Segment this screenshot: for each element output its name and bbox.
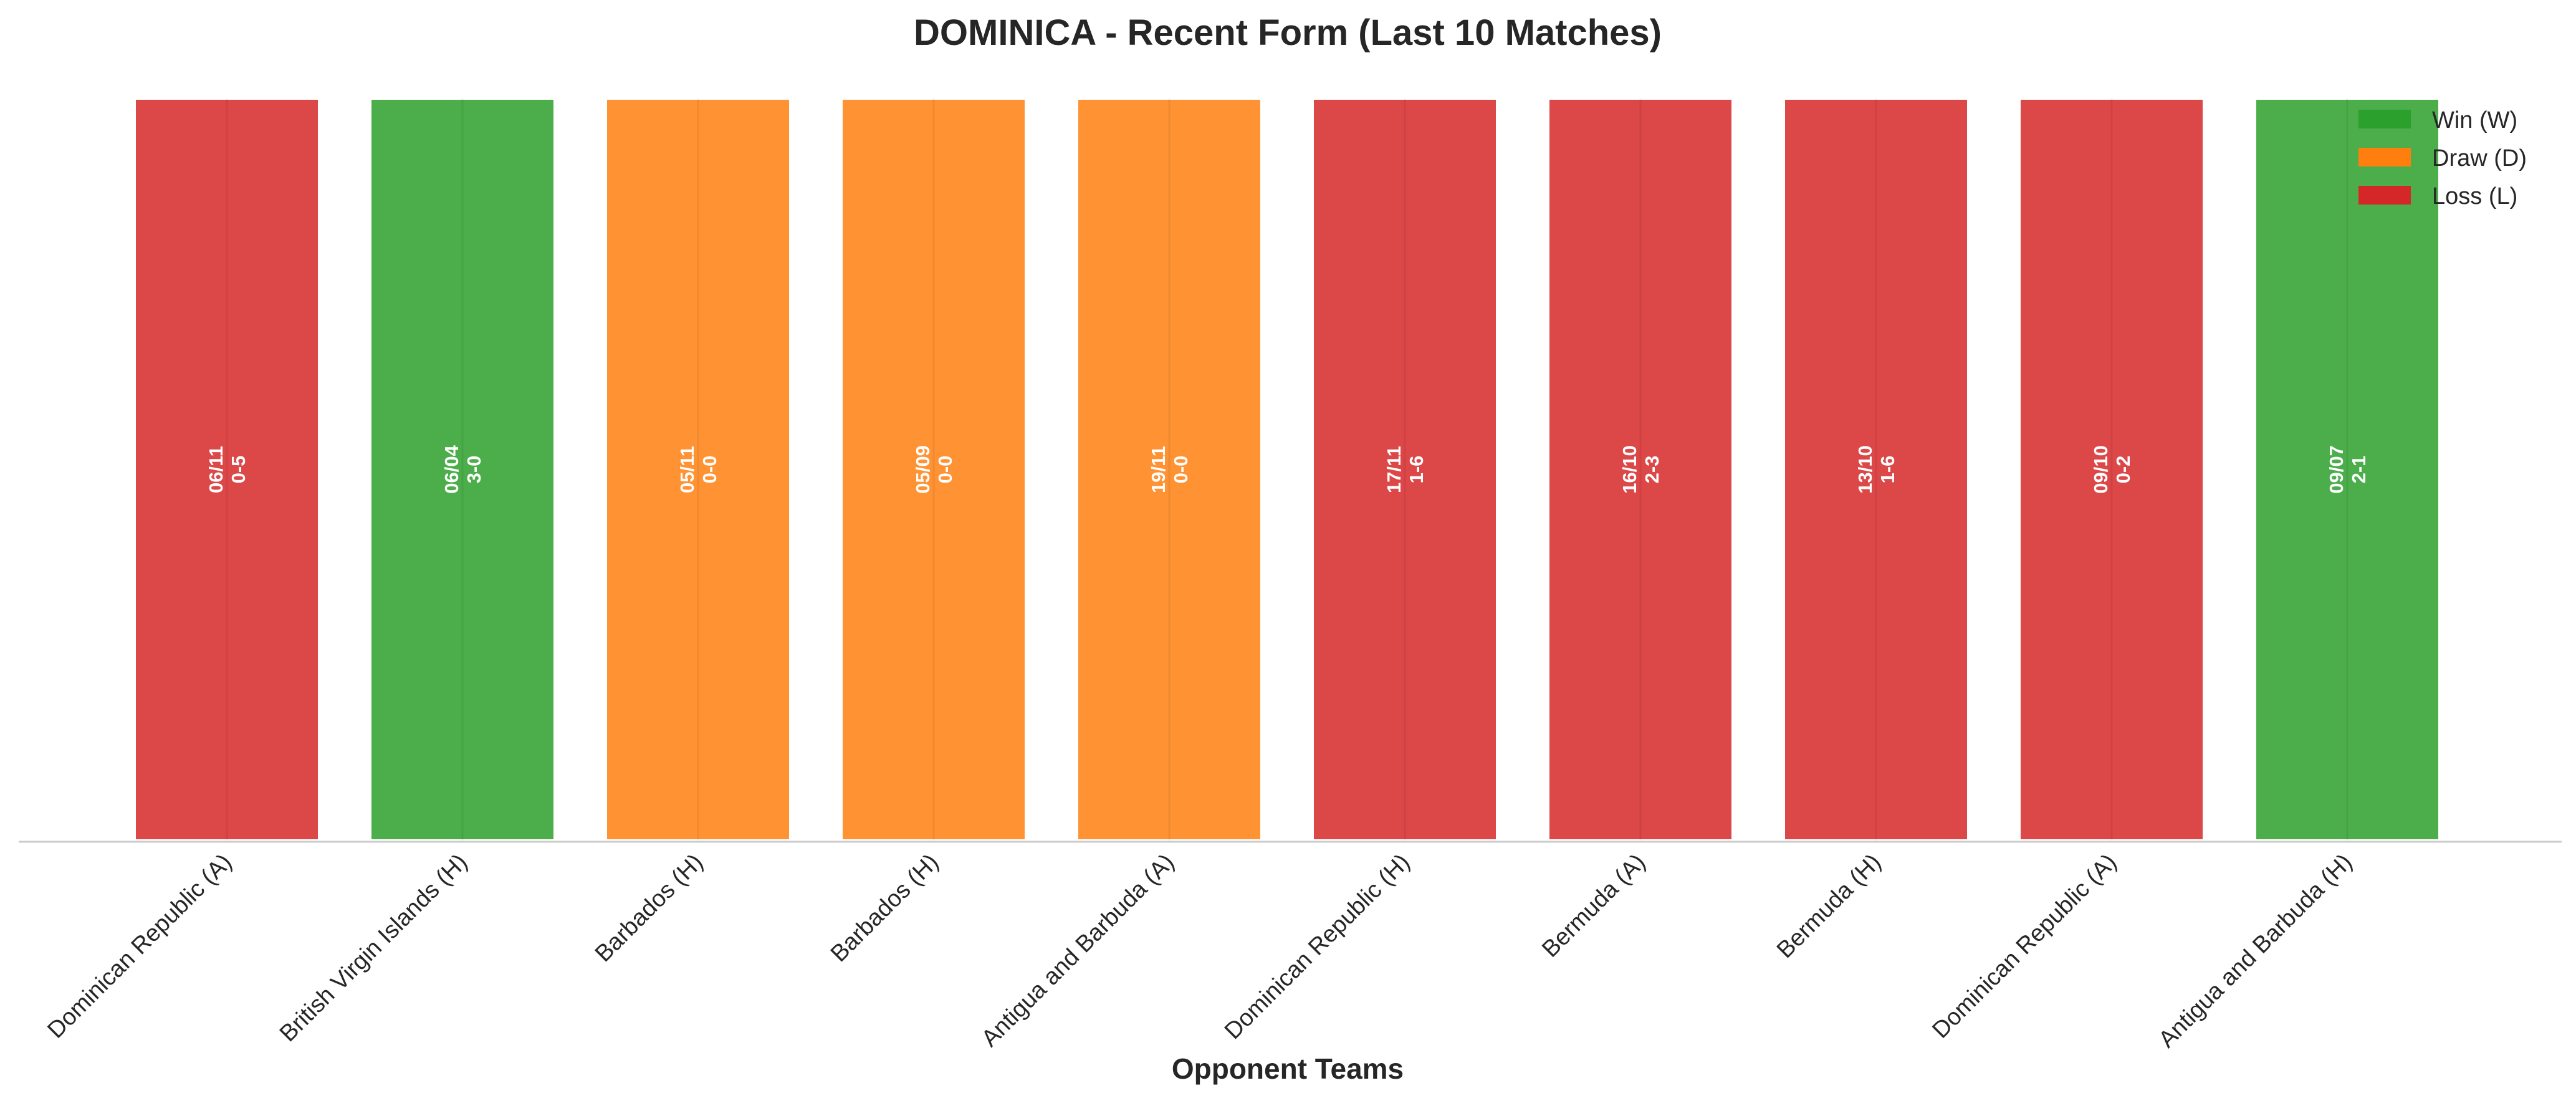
bar-label-3: 05/110-0 xyxy=(676,446,721,493)
x-tick-label-4: Barbados (H) xyxy=(826,849,944,967)
x-tick-label-8: Bermuda (H) xyxy=(1772,849,1886,963)
bar-4 xyxy=(840,97,1027,842)
x-tick-labels-group: Dominican Republic (A) British Virgin Isl… xyxy=(42,849,2357,1053)
chart-title: DOMINICA - Recent Form (Last 10 Matches) xyxy=(914,12,1662,53)
x-tick-label-5: Antigua and Barbuda (A) xyxy=(977,849,1179,1052)
bar-date-10: 09/07 xyxy=(2325,445,2347,494)
bar-6 xyxy=(1311,97,1498,842)
bar-date-3: 05/11 xyxy=(676,446,698,493)
x-tick-label-10: Antigua and Barbuda (H) xyxy=(2153,849,2357,1053)
legend-swatch-d xyxy=(2358,148,2411,166)
legend-swatch-l xyxy=(2358,186,2411,205)
bar-10 xyxy=(2254,97,2441,842)
bar-5 xyxy=(1076,97,1263,842)
bar-score-2: 3-0 xyxy=(463,456,485,484)
bar-date-4: 05/09 xyxy=(912,445,934,494)
bar-label-8: 13/101-6 xyxy=(1854,445,1898,494)
bar-date-1: 06/11 xyxy=(205,446,227,493)
x-tick-label-9: Dominican Republic (A) xyxy=(1927,849,2122,1044)
x-tick-label-3: Barbados (H) xyxy=(590,849,708,967)
bar-score-10: 2-1 xyxy=(2348,456,2370,484)
bar-date-9: 09/10 xyxy=(2090,445,2112,494)
bar-3 xyxy=(605,97,792,842)
bar-score-4: 0-0 xyxy=(934,456,956,484)
bar-score-3: 0-0 xyxy=(699,456,721,484)
x-tick-label-6: Dominican Republic (H) xyxy=(1220,849,1415,1044)
bar-score-8: 1-6 xyxy=(1877,456,1898,484)
bar-score-5: 0-0 xyxy=(1170,456,1192,484)
bar-label-5: 19/110-0 xyxy=(1147,446,1192,493)
legend-swatch-w xyxy=(2358,110,2411,128)
bar-label-9: 09/100-2 xyxy=(2090,445,2134,494)
bar-label-1: 06/110-5 xyxy=(205,446,249,493)
x-axis-label: Opponent Teams xyxy=(1172,1052,1404,1085)
x-tick-label-7: Bermuda (A) xyxy=(1537,849,1650,963)
bar-label-10: 09/072-1 xyxy=(2325,445,2370,494)
bar-date-8: 13/10 xyxy=(1854,445,1876,494)
bar-score-9: 0-2 xyxy=(2112,456,2134,484)
bar-1 xyxy=(133,97,320,842)
bar-9 xyxy=(2018,97,2205,842)
legend-label-d: Draw (D) xyxy=(2432,145,2527,171)
bar-labels-group: 06/110-5 06/043-0 05/110-0 05/090-0 19/110-0… xyxy=(205,445,2370,493)
bar-score-7: 2-3 xyxy=(1641,456,1663,484)
bar-score-1: 0-5 xyxy=(227,456,249,484)
bar-label-4: 05/090-0 xyxy=(912,445,956,494)
bar-date-5: 19/11 xyxy=(1147,446,1169,493)
bar-score-6: 1-6 xyxy=(1405,456,1427,484)
legend-label-l: Loss (L) xyxy=(2432,183,2517,210)
bar-date-7: 16/10 xyxy=(1619,445,1640,494)
bar-label-2: 06/043-0 xyxy=(441,445,485,493)
bar-label-6: 17/111-6 xyxy=(1383,446,1427,493)
bar-date-6: 17/11 xyxy=(1383,446,1405,493)
legend: Win (W) Draw (D) Loss (L) xyxy=(2358,107,2527,210)
bars-group xyxy=(133,97,2441,842)
x-tick-label-1: Dominican Republic (A) xyxy=(42,849,237,1044)
bar-2 xyxy=(369,97,556,842)
bar-7 xyxy=(1547,97,1734,842)
bar-8 xyxy=(1783,97,1970,842)
legend-label-w: Win (W) xyxy=(2432,107,2517,133)
bar-date-2: 06/04 xyxy=(441,445,462,493)
x-tick-label-2: British Virgin Islands (H) xyxy=(275,849,472,1047)
bar-label-7: 16/102-3 xyxy=(1619,445,1663,494)
